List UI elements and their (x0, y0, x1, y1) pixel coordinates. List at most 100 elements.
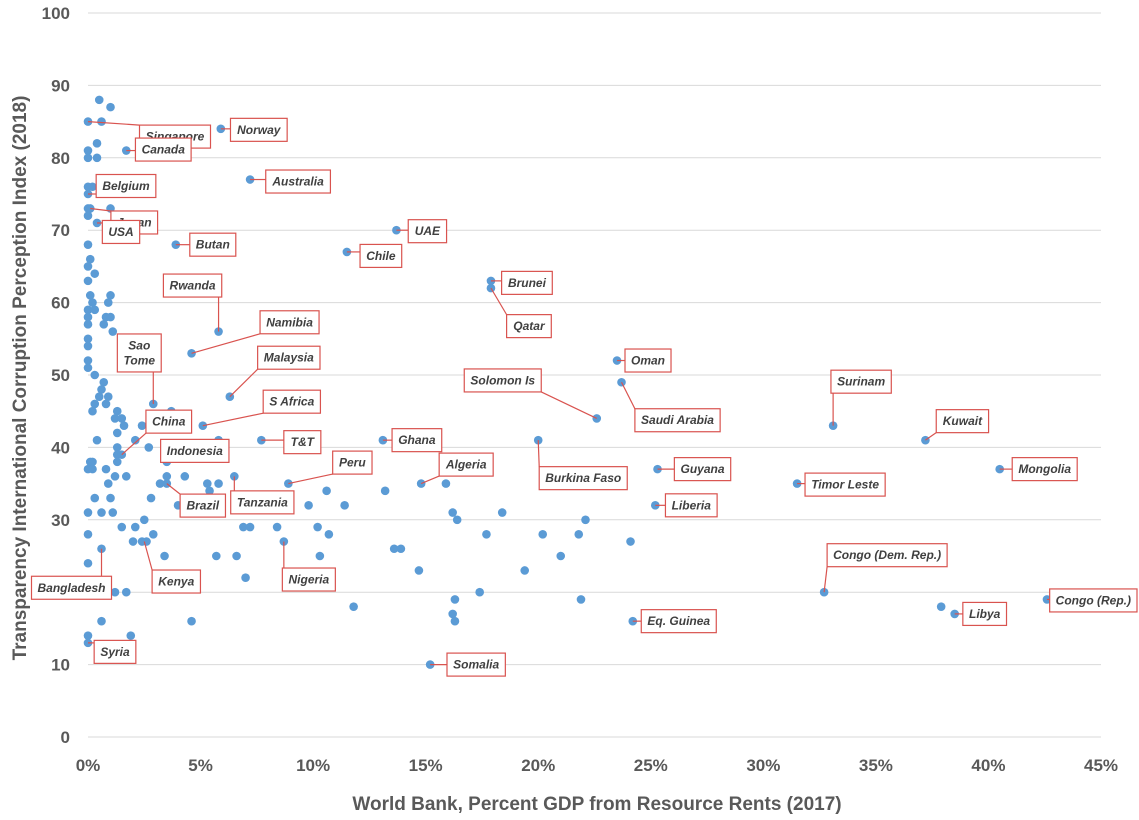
data-point (121, 587, 131, 597)
data-point (126, 631, 136, 640)
data-point (83, 117, 93, 126)
annotation-label: Qatar (513, 319, 546, 333)
annotation-leader-line (925, 432, 937, 441)
annotation-box (229, 117, 288, 142)
data-point (441, 479, 451, 488)
data-point (90, 305, 100, 315)
data-point (97, 117, 106, 126)
data-point (205, 486, 214, 496)
x-tick-label: 30% (746, 756, 780, 775)
annotation-leader-line (537, 440, 540, 467)
annotation-label: Belgium (102, 179, 150, 193)
annotation: Solomon Is (463, 368, 598, 419)
annotation-label: Sao (128, 338, 150, 352)
data-point (137, 421, 147, 430)
annotation: Tanzania (230, 476, 295, 515)
annotation-leader-line (121, 432, 147, 456)
data-point (482, 529, 491, 539)
data-point (106, 102, 115, 112)
annotation-leader-line (288, 473, 333, 485)
data-point (304, 501, 313, 510)
data-point (146, 493, 156, 503)
annotation-leader-line (229, 368, 259, 398)
annotation: Somalia (430, 652, 506, 677)
annotation-label: Burkina Faso (545, 471, 621, 485)
annotation-box (407, 219, 448, 244)
annotation-box (259, 310, 320, 335)
data-point (315, 551, 325, 561)
x-axis-title: World Bank, Percent GDP from Resource Re… (352, 794, 841, 815)
annotation-box (1049, 588, 1138, 613)
data-point (180, 472, 190, 481)
data-point (626, 537, 635, 546)
data-point (108, 327, 118, 336)
annotation: Bangladesh (30, 548, 113, 600)
annotation-box (160, 438, 230, 463)
annotation-box (463, 368, 542, 393)
annotation: Libya (954, 601, 1008, 627)
annotation-leader-line (823, 566, 828, 593)
annotation-label: Congo (Dem. Rep.) (833, 548, 941, 562)
annotation-label: Butan (196, 238, 230, 252)
y-tick-label: 40 (51, 438, 70, 457)
data-point (83, 312, 93, 322)
annotation-label: Brunei (508, 276, 547, 290)
data-points (83, 95, 1052, 669)
data-point (232, 551, 241, 561)
x-tick-label: 20% (521, 756, 555, 775)
data-point (83, 508, 93, 517)
data-point (90, 399, 100, 409)
data-point (94, 392, 104, 402)
data-point (83, 211, 93, 221)
data-point (90, 493, 100, 503)
annotation: Burkina Faso (537, 440, 628, 491)
y-tick-label: 100 (42, 4, 70, 23)
data-point (99, 377, 109, 387)
data-point (110, 472, 120, 481)
annotation-box (804, 472, 886, 497)
data-point (112, 443, 122, 452)
annotation: Saudi Arabia (620, 381, 721, 433)
annotation-box (438, 452, 494, 477)
annotation-leader-line (540, 391, 598, 419)
y-axis-title: Transparency International Corruption Pe… (10, 96, 31, 661)
annotation-label: Nigeria (289, 573, 330, 587)
annotation-box (116, 333, 162, 373)
annotation: T&T (261, 430, 322, 455)
annotation: Australia (250, 169, 332, 194)
data-point (117, 414, 127, 423)
data-point (450, 616, 460, 626)
annotation-label: Tome (124, 353, 156, 367)
annotation-box (134, 137, 192, 162)
annotation-box (538, 466, 628, 491)
data-point (203, 479, 212, 488)
annotation-label: Somalia (453, 658, 499, 672)
data-point (272, 522, 282, 532)
data-point (83, 334, 93, 344)
annotation: Ghana (382, 428, 443, 453)
data-point (448, 508, 457, 517)
data-point (83, 363, 93, 373)
data-point (212, 551, 221, 561)
data-point (106, 291, 115, 300)
annotation-label: Syria (100, 645, 130, 659)
data-point (92, 153, 102, 163)
data-point (112, 457, 122, 467)
data-point (94, 95, 104, 105)
data-point (97, 385, 106, 394)
annotation-box (501, 270, 553, 295)
annotation-label: T&T (291, 435, 316, 449)
data-point (349, 602, 358, 611)
annotation-label: Libya (969, 607, 1001, 621)
data-point (581, 515, 590, 525)
data-point (83, 240, 93, 249)
y-tick-label: 50 (51, 366, 70, 385)
annotation: Syria (88, 639, 137, 664)
annotation-label: Brazil (186, 499, 219, 513)
data-point (83, 356, 93, 365)
data-point (106, 312, 115, 322)
data-point (88, 464, 97, 474)
data-point (450, 595, 460, 604)
x-tick-label: 0% (76, 756, 101, 775)
